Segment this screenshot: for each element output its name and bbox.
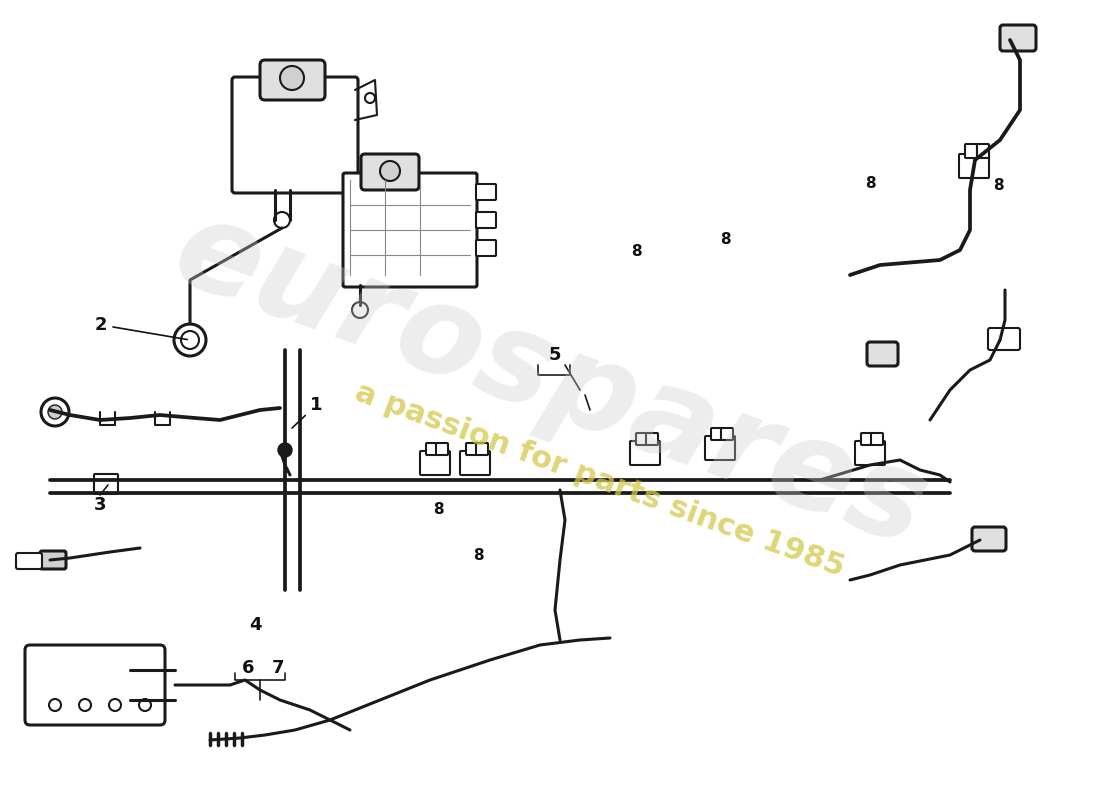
Circle shape: [41, 398, 69, 426]
Text: 7: 7: [272, 659, 284, 677]
Circle shape: [280, 66, 304, 90]
Circle shape: [174, 324, 206, 356]
Text: 2: 2: [95, 316, 187, 339]
FancyBboxPatch shape: [40, 551, 66, 569]
Text: 8: 8: [865, 175, 876, 190]
FancyBboxPatch shape: [94, 474, 118, 494]
Circle shape: [379, 161, 400, 181]
FancyBboxPatch shape: [476, 212, 496, 228]
FancyBboxPatch shape: [705, 436, 735, 460]
FancyBboxPatch shape: [646, 433, 658, 445]
Text: 8: 8: [630, 245, 641, 259]
FancyBboxPatch shape: [959, 154, 989, 178]
FancyBboxPatch shape: [343, 173, 477, 287]
Circle shape: [50, 699, 60, 711]
Circle shape: [182, 331, 199, 349]
FancyBboxPatch shape: [861, 433, 873, 445]
FancyBboxPatch shape: [361, 154, 419, 190]
FancyBboxPatch shape: [16, 553, 42, 569]
FancyBboxPatch shape: [260, 60, 324, 100]
Text: 6: 6: [242, 659, 254, 677]
FancyBboxPatch shape: [972, 527, 1006, 551]
Text: a passion for parts since 1985: a passion for parts since 1985: [351, 378, 849, 582]
Circle shape: [79, 699, 91, 711]
FancyBboxPatch shape: [232, 77, 358, 193]
Text: 4: 4: [249, 616, 262, 634]
FancyBboxPatch shape: [988, 328, 1020, 350]
FancyBboxPatch shape: [476, 240, 496, 256]
Text: 1: 1: [292, 396, 322, 428]
Circle shape: [274, 212, 290, 228]
FancyBboxPatch shape: [630, 441, 660, 465]
Circle shape: [365, 93, 375, 103]
FancyBboxPatch shape: [636, 433, 648, 445]
FancyBboxPatch shape: [426, 443, 438, 455]
FancyBboxPatch shape: [466, 443, 478, 455]
FancyBboxPatch shape: [420, 451, 450, 475]
Text: 3: 3: [94, 496, 107, 514]
FancyBboxPatch shape: [476, 184, 496, 200]
FancyBboxPatch shape: [476, 443, 488, 455]
FancyBboxPatch shape: [871, 433, 883, 445]
FancyBboxPatch shape: [867, 342, 898, 366]
Text: 8: 8: [473, 547, 483, 562]
Text: 8: 8: [992, 178, 1003, 193]
Circle shape: [139, 699, 151, 711]
FancyBboxPatch shape: [977, 144, 989, 158]
Circle shape: [278, 443, 292, 457]
FancyBboxPatch shape: [1000, 25, 1036, 51]
Circle shape: [109, 699, 121, 711]
FancyBboxPatch shape: [25, 645, 165, 725]
FancyBboxPatch shape: [720, 428, 733, 440]
Text: 5: 5: [549, 346, 561, 364]
FancyBboxPatch shape: [965, 144, 977, 158]
Circle shape: [352, 302, 368, 318]
Circle shape: [48, 405, 62, 419]
FancyBboxPatch shape: [460, 451, 490, 475]
FancyBboxPatch shape: [711, 428, 723, 440]
FancyBboxPatch shape: [855, 441, 886, 465]
Text: 8: 8: [719, 233, 730, 247]
FancyBboxPatch shape: [436, 443, 448, 455]
Text: eurospares: eurospares: [158, 188, 942, 572]
Text: 8: 8: [432, 502, 443, 518]
